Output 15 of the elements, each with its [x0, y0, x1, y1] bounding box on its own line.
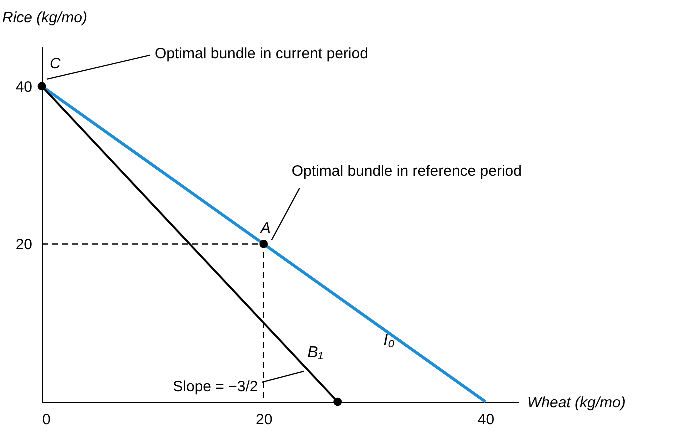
- point: [38, 82, 46, 91]
- y-axis-title: Rice (kg/mo): [2, 10, 88, 26]
- x-tick-label: 0: [42, 412, 51, 428]
- annotation: Optimal bundle in current period: [155, 45, 368, 62]
- series-label: I₀: [384, 332, 396, 350]
- point: [260, 240, 268, 248]
- point: [334, 398, 342, 406]
- annotation: Optimal bundle in reference period: [292, 163, 522, 180]
- series-label: B₁: [308, 344, 324, 362]
- annotation: A: [260, 220, 271, 238]
- x-tick-label: 40: [478, 412, 495, 428]
- annotation: C: [50, 55, 61, 72]
- x-tick-label: 20: [256, 412, 273, 428]
- x-axis-title: Wheat (kg/mo): [528, 394, 626, 412]
- annotation: Slope = −3/2: [173, 378, 258, 396]
